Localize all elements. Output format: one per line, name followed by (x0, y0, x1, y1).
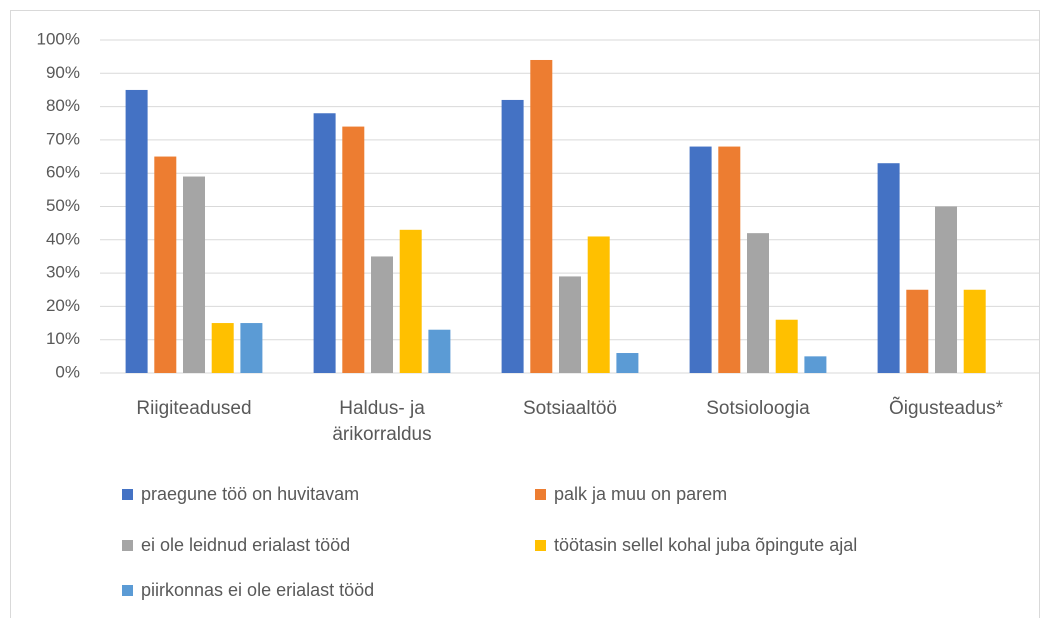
y-tick-label: 80% (46, 96, 80, 115)
legend-item: töötasin sellel kohal juba õpingute ajal (535, 533, 857, 557)
bar (718, 146, 741, 373)
legend-item: piirkonnas ei ole erialast tööd (122, 578, 374, 602)
x-tick-label: Haldus- ja ärikorraldus (332, 398, 432, 445)
legend-swatch (122, 539, 133, 551)
legend-item: palk ja muu on parem (535, 482, 727, 506)
y-tick-label: 20% (46, 296, 80, 315)
bar (125, 89, 148, 373)
legend-swatch (535, 488, 546, 500)
chart-frame (10, 10, 1040, 618)
legend-label: töötasin sellel kohal juba õpingute ajal (554, 534, 858, 555)
bar (428, 329, 451, 373)
bar (240, 323, 263, 373)
y-tick-label: 30% (46, 263, 80, 282)
legend-label: praegune töö on huvitavam (141, 483, 360, 504)
bar (342, 126, 365, 373)
y-tick-label: 10% (46, 329, 80, 348)
bar (183, 176, 205, 373)
legend-swatch (535, 539, 546, 551)
legend-swatch (122, 584, 133, 596)
bar (877, 163, 900, 373)
legend-label: ei ole leidnud erialast tööd (141, 534, 351, 555)
bar (559, 276, 581, 373)
bar (689, 146, 712, 373)
bar (935, 206, 957, 373)
legend-item: ei ole leidnud erialast tööd (122, 533, 350, 557)
bar (906, 289, 929, 373)
x-tick-label: Sotsiaaltöö (522, 398, 617, 419)
bar (747, 233, 769, 373)
bar (616, 353, 639, 373)
bar (530, 59, 553, 373)
y-tick-label: 70% (46, 129, 80, 148)
y-tick-label: 40% (46, 229, 80, 248)
x-tick-label: Õigusteadus* (888, 398, 1004, 419)
bar (313, 113, 336, 373)
bar (399, 229, 422, 373)
bar (587, 236, 610, 373)
bar (154, 156, 177, 373)
y-tick-label: 100% (37, 29, 80, 48)
x-tick-label: Riigiteadused (136, 398, 252, 419)
x-tick-label: Sotsioloogia (706, 398, 810, 419)
bar (371, 256, 393, 373)
bar (775, 319, 798, 373)
y-tick-label: 60% (46, 163, 80, 182)
bar (963, 289, 986, 373)
legend-item: praegune töö on huvitavam (122, 482, 359, 506)
bar (804, 356, 827, 373)
y-tick-label: 90% (46, 63, 80, 82)
bar (211, 323, 234, 373)
y-tick-label: 0% (55, 362, 80, 381)
legend-swatch (122, 488, 133, 500)
legend-label: piirkonnas ei ole erialast tööd (141, 579, 375, 600)
legend-label: palk ja muu on parem (554, 483, 728, 504)
bar (501, 99, 524, 373)
y-tick-label: 50% (46, 196, 80, 215)
